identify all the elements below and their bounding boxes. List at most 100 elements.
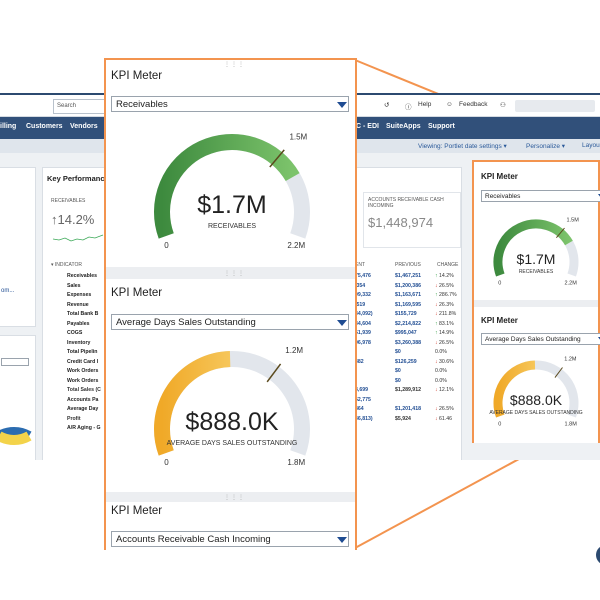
table-cell: 3,699: [355, 387, 368, 393]
gauge-label: AVERAGE DAYS SALES OUTSTANDING: [489, 410, 582, 416]
arrow-down-icon: ↓: [435, 301, 440, 308]
chevron-down-icon: [598, 194, 600, 198]
gauge-min-label: 0: [498, 280, 501, 286]
table-cell: [395, 396, 421, 406]
kpi-select-receivables[interactable]: Receivables: [111, 96, 349, 112]
kpi-select-value: Receivables: [116, 99, 168, 110]
layout-menu[interactable]: Layou: [582, 142, 600, 149]
gauge-value: $1.7M: [197, 191, 266, 219]
personalize-menu[interactable]: Personalize ▾: [526, 143, 566, 150]
gauge-value: $888.0K: [510, 392, 563, 408]
table-cell: Total Pipelin: [67, 349, 98, 355]
change-cell: ↓ 12.1%: [435, 386, 457, 396]
change-value: 0.0%: [435, 377, 447, 384]
nav-item-vendors[interactable]: Vendors: [70, 123, 98, 130]
change-cell: ↓ 30.6%: [435, 358, 457, 368]
table-cell: [395, 424, 421, 434]
change-cell: 0.0%: [435, 367, 457, 377]
gauge-value-arc: [154, 351, 231, 456]
indicator-header: ▾ INDICATOR: [51, 262, 82, 268]
table-cell: $1,467,251: [395, 273, 421, 279]
change-cell: ↑ 14.9%: [435, 329, 457, 339]
kpi-meter-dso: KPI Meter Average Days Sales Outstanding…: [106, 279, 355, 492]
gauge-threshold-marker: [554, 367, 563, 378]
left-portlet: om...: [0, 167, 36, 327]
kpi-select-dso[interactable]: Average Days Sales Outstanding: [111, 314, 349, 330]
left-portlet-lower: [0, 335, 36, 460]
nav-item-customers[interactable]: Customers: [26, 123, 63, 130]
dso-gauge-small: 1.2M 0 1.8M $888.0K AVERAGE DAYS SALES OUTST…: [489, 356, 582, 427]
table-cell: $1,200,386: [395, 282, 421, 289]
kpi-meter-title: KPI Meter: [111, 505, 163, 517]
chevron-down-icon: [598, 337, 600, 341]
kpi-meter-title: KPI Meter: [111, 70, 163, 82]
table-cell: $3,260,388: [395, 339, 421, 346]
table-cell: $1,289,912: [395, 387, 421, 393]
arrow-down-icon: ↓: [435, 311, 440, 317]
table-cell: Accounts Pa: [67, 396, 99, 403]
arrow-down-icon: ↓: [435, 406, 440, 412]
change-value: 26.5%: [439, 282, 454, 289]
table-cell: $0: [395, 349, 401, 355]
change-value: 26.3%: [439, 301, 454, 308]
change-value: 61.46: [439, 415, 453, 422]
table-cell: $995,047: [395, 330, 417, 336]
gauge-threshold-label: 1.2M: [564, 356, 577, 362]
table-cell: $1,169,595: [395, 301, 421, 308]
table-cell: Work Orders: [67, 368, 99, 374]
table-cell: Credit Card I: [67, 358, 99, 365]
feedback-icon[interactable]: ☺: [446, 101, 453, 108]
gauge-min-label: 0: [164, 458, 169, 467]
feedback-link[interactable]: Feedback: [459, 101, 488, 108]
section-divider: ⋮⋮⋮: [106, 267, 355, 279]
nav-item-support[interactable]: Support: [428, 123, 455, 130]
arrow-down-icon: ↓: [435, 358, 440, 365]
gauge-label: AVERAGE DAYS SALES OUTSTANDING: [167, 440, 298, 447]
table-cell: Receivables: [67, 273, 97, 279]
table-cell: $5,924: [395, 415, 411, 422]
change-value: 30.6%: [439, 358, 454, 365]
section-divider: ⋮⋮⋮: [106, 492, 355, 502]
gauge-value: $888.0K: [185, 408, 278, 436]
portlet-date-settings[interactable]: Viewing: Portlet date settings ▾: [418, 143, 507, 150]
table-cell: ,519: [355, 301, 366, 308]
previous-column: $1,467,251 $1,200,386 $1,163,671 $1,169,595…: [395, 272, 421, 434]
left-portlet-link[interactable]: om...: [1, 288, 15, 294]
nav-item-billing[interactable]: illing: [0, 123, 17, 130]
kpi-meter-receivables-small: KPI Meter Receivables 1.5M 0 2.2M $1.7M RECE…: [474, 162, 600, 300]
kpi-select-receivables[interactable]: Receivables: [481, 190, 600, 202]
gauge-label: RECEIVABLES: [519, 269, 554, 275]
arrow-up-icon: ↑: [435, 273, 440, 279]
table-cell: $155,729: [395, 311, 417, 317]
recent-icon[interactable]: ↺: [384, 102, 390, 109]
ar-cash-value: $1,448,974: [368, 215, 434, 230]
kpi-meter-ar-cash: KPI Meter Accounts Receivable Cash Incom…: [106, 502, 355, 550]
nav-item-edi[interactable]: C - EDI: [356, 123, 379, 130]
gauge-threshold-label: 1.5M: [567, 217, 580, 223]
nav-item-suiteapps[interactable]: SuiteApps: [386, 123, 421, 130]
user-icon[interactable]: ⚇: [500, 102, 506, 109]
left-portlet-select[interactable]: [1, 358, 29, 366]
change-cell: [435, 424, 457, 434]
change-value: 26.5%: [439, 406, 454, 412]
table-cell: $1,163,671: [395, 292, 421, 298]
help-link[interactable]: Help: [418, 101, 432, 108]
kpi-meter-title: KPI Meter: [481, 172, 518, 181]
table-cell: 36,813): [355, 415, 373, 422]
gauge-min-label: 0: [164, 241, 169, 250]
account-name[interactable]: [515, 100, 595, 112]
change-cell: ↓ 26.3%: [435, 301, 457, 311]
change-value: 0.0%: [435, 368, 447, 374]
table-cell: $126,259: [395, 358, 417, 365]
section-divider: [474, 300, 598, 307]
table-cell: 51,939: [355, 330, 371, 336]
kpi-meter-title: KPI Meter: [481, 316, 518, 325]
chevron-down-icon: [337, 537, 347, 543]
help-icon[interactable]: ⓘ: [405, 104, 412, 111]
kpi-select-ar-cash[interactable]: Accounts Receivable Cash Incoming: [111, 531, 349, 547]
gauge-threshold-label: 1.2M: [285, 346, 303, 355]
kpi-select-dso[interactable]: Average Days Sales Outstanding: [481, 333, 600, 345]
table-cell: 52,775: [355, 396, 371, 403]
gauge-threshold-label: 1.5M: [289, 132, 307, 141]
change-value: 0.0%: [435, 349, 447, 355]
